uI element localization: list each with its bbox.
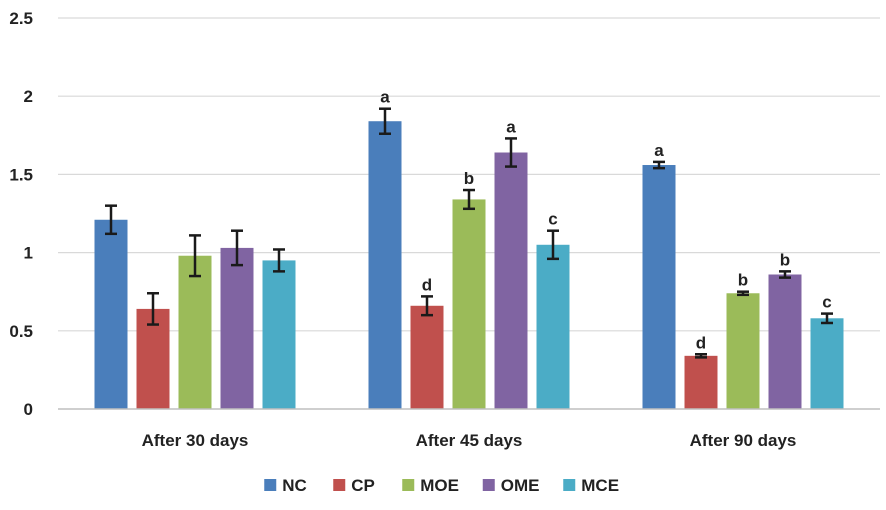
error-bar bbox=[547, 229, 559, 261]
x-category-label: After 45 days bbox=[416, 431, 523, 450]
error-bar bbox=[231, 229, 243, 267]
bar-nc-1 bbox=[94, 219, 128, 409]
y-tick-label: 2.5 bbox=[9, 9, 33, 28]
legend-item-moe: MOE bbox=[402, 476, 459, 495]
bar-mce-1 bbox=[262, 260, 296, 409]
legend-swatch bbox=[264, 479, 277, 491]
y-tick-label: 0.5 bbox=[9, 322, 33, 341]
error-bar bbox=[821, 312, 833, 325]
bar-ome-3 bbox=[768, 274, 802, 409]
legend-item-nc: NC bbox=[264, 476, 307, 495]
y-tick-label: 1.5 bbox=[9, 165, 33, 184]
bar-nc-3 bbox=[642, 165, 676, 409]
bar-mce-3 bbox=[810, 318, 844, 409]
significance-label: d bbox=[422, 275, 432, 294]
legend-label: MCE bbox=[581, 476, 619, 495]
legend-label: MOE bbox=[420, 476, 459, 495]
bar-cp-2 bbox=[410, 305, 444, 409]
error-bar bbox=[695, 353, 707, 359]
error-bar bbox=[505, 137, 517, 168]
y-tick-label: 2 bbox=[24, 87, 33, 106]
bar-cp-3 bbox=[684, 355, 718, 409]
error-bar bbox=[189, 234, 201, 278]
error-bars bbox=[105, 107, 833, 359]
significance-label: a bbox=[506, 117, 516, 136]
error-bar bbox=[463, 188, 475, 211]
legend-item-ome: OME bbox=[482, 476, 540, 495]
bar-moe-1 bbox=[178, 255, 212, 409]
bars bbox=[94, 121, 844, 409]
x-category-label: After 90 days bbox=[690, 431, 797, 450]
x-category-label: After 30 days bbox=[142, 431, 249, 450]
legend-swatch bbox=[333, 479, 346, 491]
legend-item-cp: CP bbox=[333, 476, 375, 495]
significance-label: a bbox=[380, 88, 390, 107]
error-bar bbox=[147, 292, 159, 326]
bar-moe-3 bbox=[726, 293, 760, 409]
error-bar bbox=[379, 107, 391, 135]
legend-item-mce: MCE bbox=[563, 476, 619, 495]
bar-ome-2 bbox=[494, 152, 528, 409]
significance-label: a bbox=[654, 141, 664, 160]
x-axis-categories: After 30 days After 45 days After 90 days bbox=[142, 431, 797, 450]
error-bar bbox=[421, 295, 433, 317]
bar-moe-2 bbox=[452, 199, 486, 409]
legend-swatch bbox=[563, 479, 576, 491]
error-bar bbox=[779, 270, 791, 279]
significance-label: b bbox=[780, 250, 790, 269]
error-bar bbox=[653, 160, 665, 170]
significance-label: b bbox=[738, 271, 748, 290]
error-bar bbox=[273, 248, 285, 273]
y-tick-label: 1 bbox=[24, 244, 33, 263]
y-tick-label: 0 bbox=[24, 400, 33, 419]
legend-swatch bbox=[402, 479, 415, 491]
bar-nc-2 bbox=[368, 121, 402, 409]
significance-labels: a d b a c a d b b c bbox=[380, 88, 831, 353]
bar-mce-2 bbox=[536, 244, 570, 409]
significance-label: c bbox=[548, 210, 557, 229]
bar-ome-1 bbox=[220, 247, 254, 409]
legend-label: NC bbox=[282, 476, 307, 495]
significance-label: c bbox=[822, 293, 831, 312]
error-bar bbox=[737, 290, 749, 297]
significance-label: b bbox=[464, 169, 474, 188]
legend-label: OME bbox=[501, 476, 540, 495]
legend-label: CP bbox=[351, 476, 375, 495]
error-bar bbox=[105, 204, 117, 236]
y-axis-ticks: 0 0.5 1 1.5 2 2.5 bbox=[9, 9, 33, 419]
legend: NC CP MOE OME MCE bbox=[264, 476, 619, 495]
legend-swatch bbox=[482, 479, 495, 491]
significance-label: d bbox=[696, 333, 706, 352]
